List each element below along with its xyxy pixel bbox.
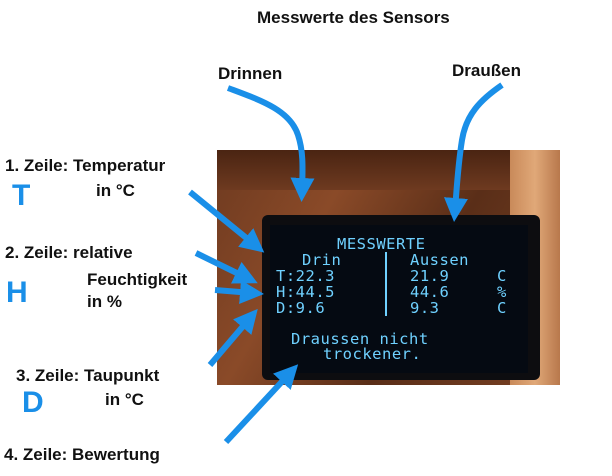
letter-d: D: [22, 386, 44, 419]
display-unit-temp: C: [497, 267, 507, 285]
label-row2: 2. Zeile: relative: [5, 243, 133, 262]
display-col-out: Aussen: [410, 251, 469, 269]
label-row3: 3. Zeile: Taupunkt: [16, 366, 160, 385]
arrow-draussen: [443, 82, 504, 222]
display-unit-hum: %: [497, 283, 507, 301]
label-drinnen: Drinnen: [218, 64, 283, 83]
display-hum-in: H:44.5: [276, 283, 335, 301]
display-divider: [385, 252, 387, 316]
display-temp-out: 21.9: [410, 267, 450, 285]
display-unit-dew: C: [497, 299, 507, 317]
display-dew-out: 9.3: [410, 299, 440, 317]
letter-h: H: [6, 276, 28, 309]
display-col-in: Drin: [302, 251, 342, 269]
label-row2-b: Feuchtigkeit: [87, 270, 188, 289]
diagram-title: Messwerte des Sensors: [257, 8, 450, 27]
letter-t: T: [12, 179, 31, 212]
display-dew-in: D:9.6: [276, 299, 326, 317]
label-row2-unit: in %: [87, 292, 122, 311]
arrow-row2b: [214, 280, 264, 304]
arrow-row3: [207, 308, 258, 367]
arrow-row4: [223, 364, 299, 445]
label-row3-unit: in °C: [105, 390, 144, 409]
display-hum-out: 44.6: [410, 283, 450, 301]
display-message-line1: Draussen nicht: [291, 330, 429, 348]
arrow-row1: [188, 189, 265, 253]
oled-screen: [270, 225, 528, 373]
arrow-row2: [194, 250, 258, 284]
label-row4: 4. Zeile: Bewertung: [4, 445, 160, 464]
display-temp-in: T:22.3: [276, 267, 335, 285]
display-message-line2: trockener.: [323, 345, 422, 363]
wood-background: [217, 150, 560, 190]
label-draussen: Draußen: [452, 61, 521, 80]
label-row1: 1. Zeile: Temperatur: [5, 156, 166, 175]
arrow-drinnen: [226, 85, 315, 202]
label-row1-unit: in °C: [96, 181, 135, 200]
display-heading: MESSWERTE: [337, 235, 426, 253]
